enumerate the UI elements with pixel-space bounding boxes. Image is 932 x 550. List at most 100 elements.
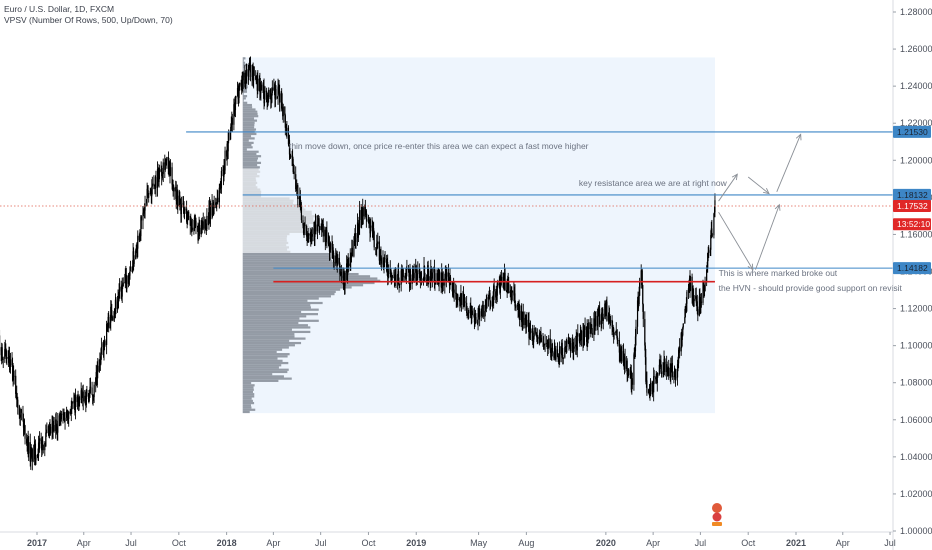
candle-body xyxy=(464,301,466,303)
candle-body xyxy=(477,313,479,324)
candle-body xyxy=(30,450,32,452)
candle-body xyxy=(693,298,695,302)
volume-profile-row xyxy=(242,95,248,98)
candle-body xyxy=(529,328,532,333)
candle-body xyxy=(697,309,699,316)
candle-body xyxy=(399,283,401,285)
candle-body xyxy=(271,92,273,103)
candle-body xyxy=(263,91,266,104)
candle-body xyxy=(81,390,83,398)
candle-body xyxy=(197,228,200,241)
price-tag-label: 1.17532 xyxy=(897,201,928,211)
candle-body xyxy=(89,386,91,394)
candle-body xyxy=(628,369,630,375)
candle-body xyxy=(233,104,235,125)
candle-body xyxy=(532,330,534,337)
candle-body xyxy=(419,270,421,281)
price-tag-1.17532[interactable] xyxy=(893,200,931,213)
price-tag-1.14182[interactable] xyxy=(893,262,931,275)
candle-body xyxy=(416,277,418,279)
candle-body xyxy=(284,115,286,128)
volume-profile-row xyxy=(242,150,259,153)
annotations: thin move down, once price re-enter this… xyxy=(289,141,903,293)
candle-body xyxy=(177,190,179,206)
volume-profile-row xyxy=(242,208,306,211)
candle-body xyxy=(702,281,704,303)
candle-body xyxy=(412,268,414,278)
candle-body xyxy=(366,218,368,221)
candle-body xyxy=(78,396,81,401)
candle-body xyxy=(547,342,549,349)
candle-body xyxy=(253,66,255,76)
time-tick-label: Oct xyxy=(741,538,756,548)
key-resistance-note: key resistance area we are at right now xyxy=(579,178,728,188)
candle-body xyxy=(408,269,410,277)
volume-profile-row xyxy=(242,68,244,71)
candle-body xyxy=(76,396,79,403)
candle-body xyxy=(171,167,173,185)
candle-body xyxy=(447,272,450,277)
candle-body xyxy=(103,344,105,352)
price-tag-1.18132[interactable] xyxy=(893,188,931,201)
volume-profile-row xyxy=(242,106,253,109)
candle-body xyxy=(640,270,642,283)
volume-profile-row xyxy=(242,381,252,385)
candle-body xyxy=(107,325,109,327)
candle-body xyxy=(302,220,304,226)
candle-body xyxy=(193,217,196,231)
candle-body xyxy=(237,97,240,99)
price-tick-label: 1.24000 xyxy=(900,81,932,91)
candle-body xyxy=(480,311,482,314)
candle-body xyxy=(15,375,17,394)
volume-profile-row xyxy=(242,290,336,294)
volume-profile-row xyxy=(242,177,256,180)
candle-body xyxy=(481,305,483,309)
candle-body xyxy=(70,405,72,415)
candle-body xyxy=(338,257,340,264)
candle-body xyxy=(244,72,246,84)
candle-body xyxy=(582,329,585,347)
candle-body xyxy=(69,411,71,414)
candle-body xyxy=(235,96,237,98)
candle-body xyxy=(520,311,522,321)
price-tick-label: 1.08000 xyxy=(900,378,932,388)
candle-body xyxy=(81,397,83,399)
candle-body xyxy=(204,219,206,229)
price-tag-label: 1.21530 xyxy=(897,127,928,137)
candle-body xyxy=(394,272,397,275)
volume-profile-row xyxy=(242,57,246,60)
candle-body xyxy=(579,336,581,342)
candle-body xyxy=(108,316,110,329)
candle-body xyxy=(568,341,571,343)
volume-profile-row xyxy=(242,390,253,394)
logo-bottom-icon xyxy=(712,522,722,526)
candle-body xyxy=(653,376,655,378)
volume-profile-row xyxy=(242,379,279,382)
candle-body xyxy=(353,238,356,241)
candle-body xyxy=(377,241,379,245)
candle-body xyxy=(608,314,611,321)
candle-body xyxy=(182,203,185,208)
candle-body xyxy=(266,90,268,103)
candle-body xyxy=(407,268,410,270)
candle-body xyxy=(303,224,306,226)
volume-profile-row xyxy=(242,348,283,351)
candle-body xyxy=(146,198,148,204)
candle-body xyxy=(566,340,568,347)
volume-profile-row xyxy=(242,310,302,314)
candle-body xyxy=(269,89,271,98)
candle-body xyxy=(537,336,539,340)
candle-body xyxy=(562,354,564,360)
candle-body xyxy=(394,272,396,279)
candle-body xyxy=(279,93,281,103)
price-tag-13:52:10[interactable] xyxy=(893,218,931,231)
candle-body xyxy=(553,347,556,358)
candle-body xyxy=(417,270,419,275)
price-tag-1.21530[interactable] xyxy=(893,125,931,138)
candle-body xyxy=(13,375,15,377)
volume-profile-row xyxy=(242,328,292,331)
volume-profile-row xyxy=(242,210,312,213)
candle-body xyxy=(30,450,32,462)
candle-body xyxy=(20,409,23,413)
